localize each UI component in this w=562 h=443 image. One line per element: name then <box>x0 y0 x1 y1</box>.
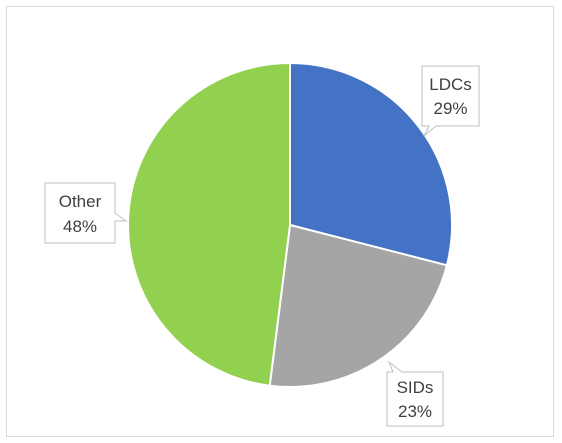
callout-sids-percent: 23% <box>398 402 432 421</box>
pie-slice-sids <box>268 223 449 388</box>
callout-other: Other 48% <box>44 182 128 244</box>
callout-ldcs-label: LDCs <box>429 75 472 94</box>
data-label-callouts: LDCs 29% SIDs 23% Other 48% <box>44 65 480 427</box>
callout-sids-box <box>386 360 444 427</box>
callout-ldcs-box <box>421 65 480 137</box>
callout-ldcs: LDCs 29% <box>421 65 480 137</box>
pie-slices <box>127 61 453 388</box>
callout-other-label: Other <box>59 192 102 211</box>
callout-other-percent: 48% <box>63 217 97 236</box>
callout-ldcs-percent: 29% <box>433 99 467 118</box>
pie-slice-ldcs <box>289 61 453 267</box>
callout-sids-label: SIDs <box>397 378 434 397</box>
callout-sids: SIDs 23% <box>386 360 444 427</box>
pie-slice-other <box>127 61 291 387</box>
callout-other-box <box>44 182 128 244</box>
